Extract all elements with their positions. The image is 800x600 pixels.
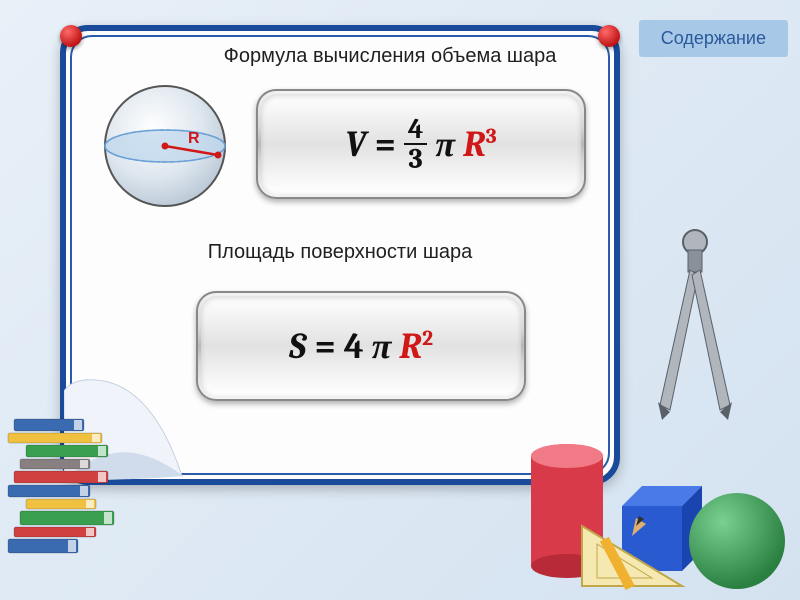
formula-surface-box: S = 4 π R2 — [196, 291, 526, 401]
radius-variable: R2 — [399, 326, 433, 367]
equals-sign: = — [315, 326, 336, 367]
title-volume: Формула вычисления объема шара — [186, 45, 594, 68]
title-surface: Площадь поверхности шара — [66, 241, 614, 264]
surface-lhs: S — [289, 326, 307, 367]
pushpin-icon — [598, 25, 620, 47]
books-stack-icon — [0, 380, 120, 560]
pi-symbol: π — [372, 325, 392, 367]
volume-lhs: V — [345, 124, 366, 165]
radius-variable: R3 — [463, 124, 497, 165]
toc-tab[interactable]: Содержание — [639, 20, 788, 57]
formula-volume-box: V = 4 3 π R3 — [256, 89, 586, 199]
formula-volume: V = 4 3 π R3 — [345, 115, 497, 173]
sphere-diagram: R — [100, 81, 230, 211]
formula-surface: S = 4 π R2 — [289, 325, 433, 367]
radius-label: R — [188, 130, 200, 147]
equals-sign: = — [375, 124, 396, 165]
geometry-solids-icon — [512, 386, 792, 596]
pushpin-icon — [60, 25, 82, 47]
coef-4: 4 — [344, 326, 364, 367]
pi-symbol: π — [435, 123, 455, 165]
fraction-4-3: 4 3 — [404, 115, 427, 173]
